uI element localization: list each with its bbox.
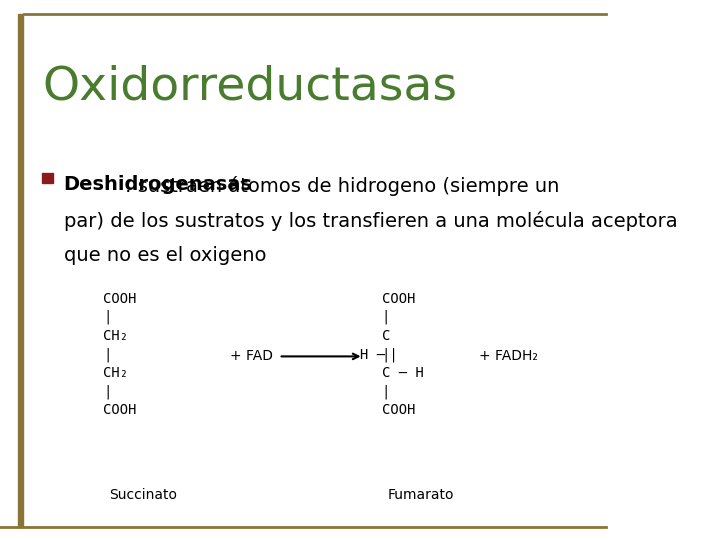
Text: Deshidrogenasas: Deshidrogenasas — [63, 176, 253, 194]
Text: H —: H — — [361, 348, 386, 362]
Text: Oxidorreductasas: Oxidorreductasas — [42, 65, 457, 110]
Text: Fumarato: Fumarato — [387, 488, 454, 502]
Text: COOH
|
CH₂
|
CH₂
|
COOH: COOH | CH₂ | CH₂ | COOH — [103, 292, 137, 417]
Bar — [18, 14, 23, 526]
Text: COOH
|
C
||
C — H
|
COOH: COOH | C || C — H | COOH — [382, 292, 423, 417]
Text: que no es el oxigeno: que no es el oxigeno — [63, 246, 266, 265]
Text: Succinato: Succinato — [109, 488, 177, 502]
Text: + FAD: + FAD — [230, 349, 273, 363]
Text: par) de los sustratos y los transfieren a una molécula aceptora: par) de los sustratos y los transfieren … — [63, 211, 678, 231]
Bar — [42, 173, 53, 183]
Text: : sustraen átomos de hidrogeno (siempre un: : sustraen átomos de hidrogeno (siempre … — [125, 176, 559, 195]
Text: + FADH₂: + FADH₂ — [479, 349, 537, 363]
